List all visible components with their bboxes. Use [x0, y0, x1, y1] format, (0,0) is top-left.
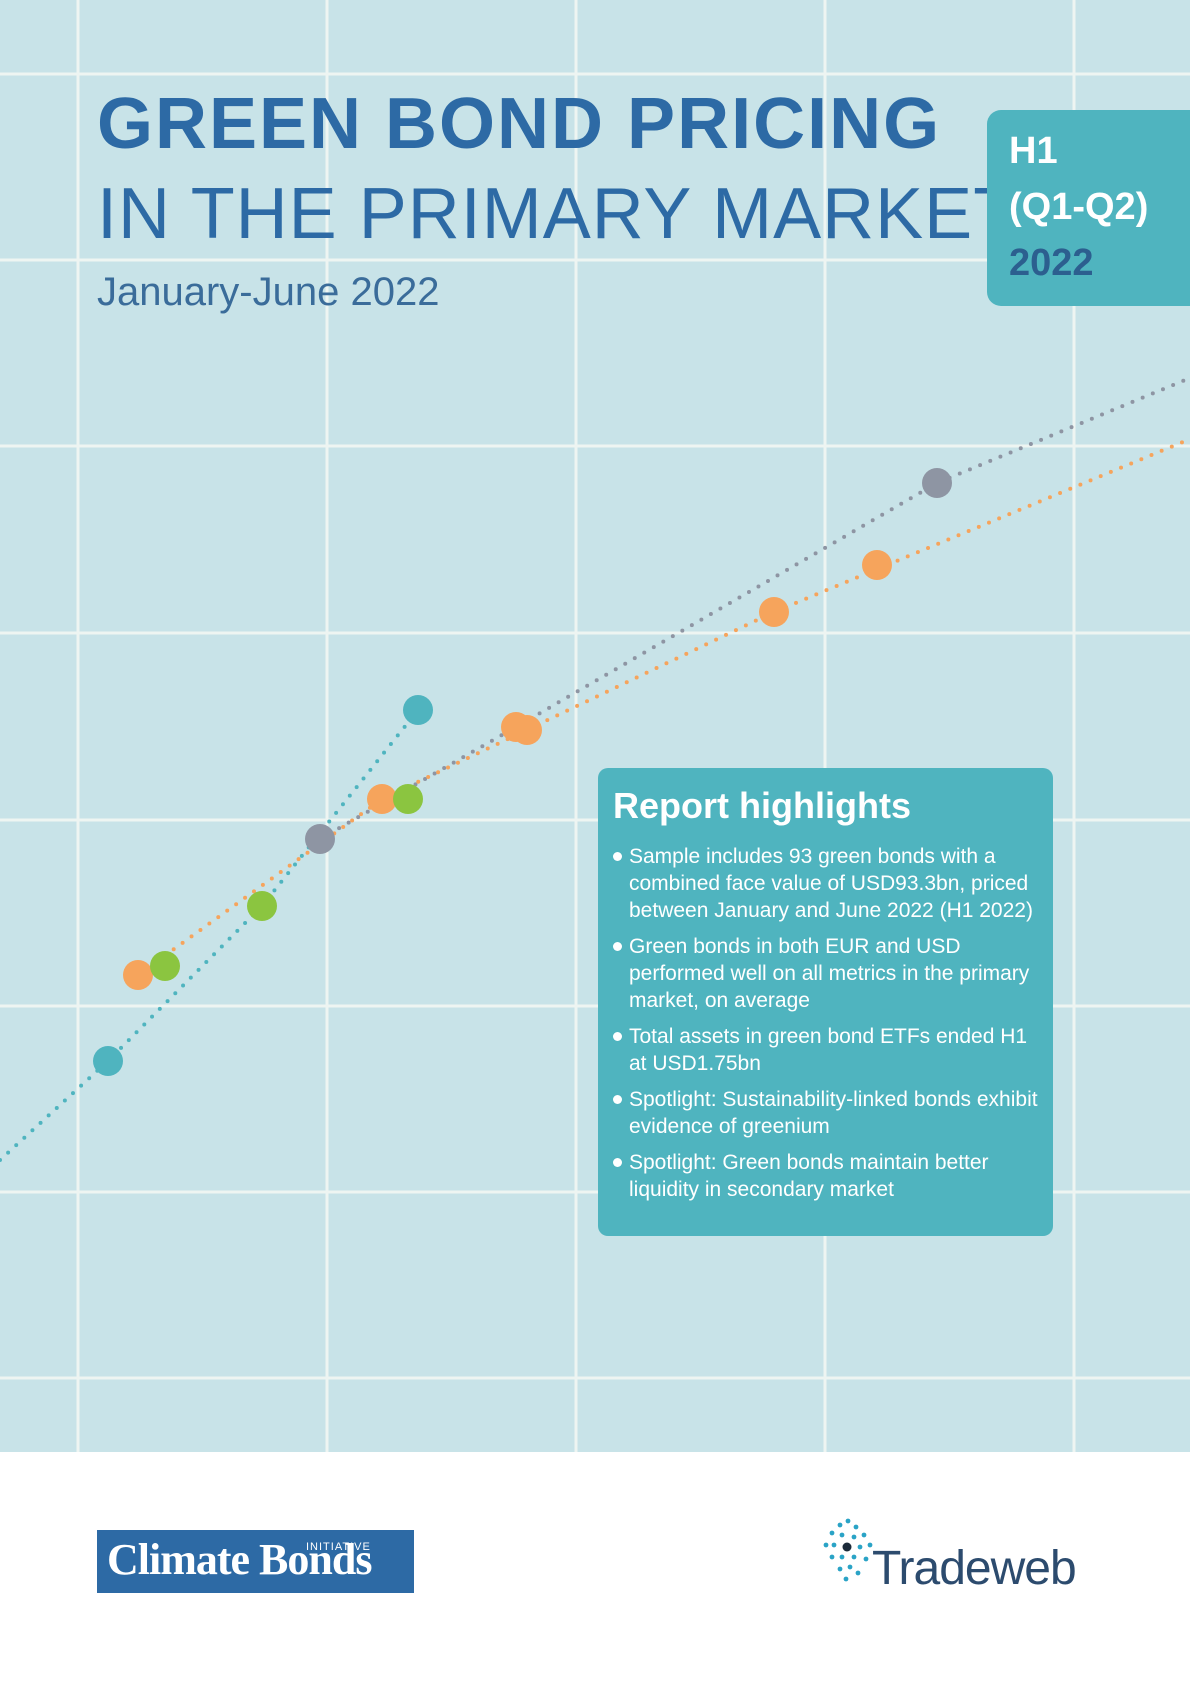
decorative-dot-orange	[862, 550, 892, 580]
highlight-item: Total assets in green bond ETFs ended H1…	[610, 1023, 1038, 1077]
decorative-scatter	[0, 376, 1190, 1162]
climate-bonds-wordmark: Climate Bonds	[107, 1535, 372, 1584]
highlights-list: Sample includes 93 green bonds with a co…	[610, 843, 1038, 1212]
highlight-item: Green bonds in both EUR and USD performe…	[610, 933, 1038, 1014]
decorative-dot-orange	[512, 715, 542, 745]
decorative-dot-teal	[93, 1046, 123, 1076]
bullet-icon	[613, 942, 622, 951]
tradeweb-logo: Tradeweb	[820, 1517, 1100, 1597]
bullet-icon	[613, 852, 622, 861]
title-line-2: IN THE PRIMARY MARKET:	[97, 174, 1032, 254]
tradeweb-star-icon	[823, 1518, 873, 1582]
highlight-item: Spotlight: Green bonds maintain better l…	[610, 1149, 1038, 1203]
bullet-icon	[613, 1095, 622, 1104]
highlight-text: Spotlight: Green bonds maintain better l…	[629, 1151, 989, 1201]
highlights-heading: Report highlights	[613, 785, 911, 826]
badge-line-1: H1	[1009, 130, 1058, 172]
decorative-dot-green	[393, 784, 423, 814]
decorative-dot-teal	[403, 695, 433, 725]
cover-background: GREEN BOND PRICING IN THE PRIMARY MARKET…	[0, 0, 1190, 1452]
trend-line-orange	[136, 437, 1190, 977]
subtitle: January-June 2022	[97, 270, 440, 314]
decorative-dot-orange	[367, 784, 397, 814]
badge-line-2: (Q1-Q2)	[1009, 186, 1149, 228]
title-line-1: GREEN BOND PRICING	[97, 84, 942, 164]
decorative-dot-green	[247, 891, 277, 921]
decorative-dot-orange	[759, 597, 789, 627]
report-highlights-box: Report highlights Sample includes 93 gre…	[598, 768, 1053, 1236]
decorative-dot-gray	[922, 468, 952, 498]
tradeweb-wordmark: Tradeweb	[872, 1542, 1077, 1595]
highlight-item: Sample includes 93 green bonds with a co…	[610, 843, 1038, 924]
decorative-dot-orange	[123, 960, 153, 990]
decorative-dot-gray	[305, 824, 335, 854]
climate-bonds-logo: Climate Bonds INITIATIVE	[97, 1530, 414, 1593]
highlight-text: Total assets in green bond ETFs ended H1…	[629, 1025, 1028, 1075]
highlight-item: Spotlight: Sustainability-linked bonds e…	[610, 1086, 1038, 1140]
bullet-icon	[613, 1158, 622, 1167]
highlight-text: Sample includes 93 green bonds with a co…	[629, 845, 1033, 922]
climate-bonds-initiative-label: INITIATIVE	[306, 1541, 371, 1553]
bullet-icon	[613, 1032, 622, 1041]
trend-line-teal	[0, 708, 420, 1162]
decorative-dot-green	[150, 951, 180, 981]
period-badge: H1 (Q1-Q2) 2022	[987, 110, 1190, 306]
highlight-text: Spotlight: Sustainability-linked bonds e…	[629, 1088, 1038, 1138]
badge-line-3: 2022	[1009, 242, 1094, 284]
highlight-text: Green bonds in both EUR and USD performe…	[629, 935, 1030, 1012]
